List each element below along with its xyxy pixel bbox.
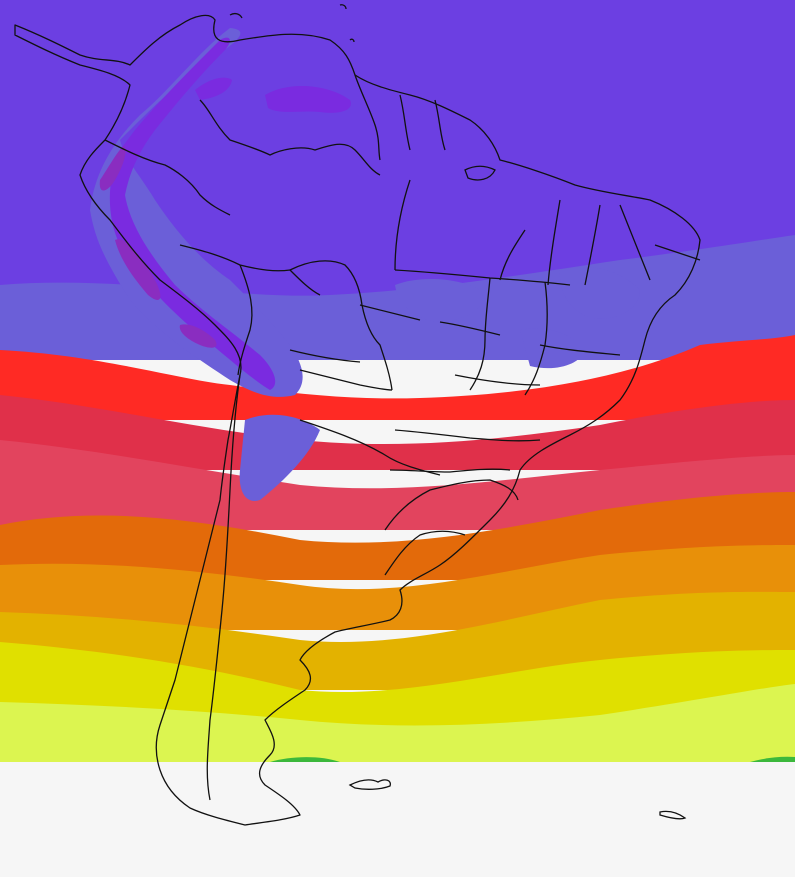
state-line-10 <box>389 468 511 473</box>
caribbean-islands <box>229 4 355 43</box>
band-green-right <box>750 756 795 762</box>
state-line-11 <box>289 349 361 363</box>
marajo-island <box>464 165 496 181</box>
state-line-3 <box>469 277 491 391</box>
plateau-northeast <box>559 266 640 319</box>
highland-band-andes <box>90 28 303 397</box>
border-venezuela-guyana <box>354 74 381 161</box>
state-line-2 <box>394 179 411 271</box>
border-argentina-uruguay-brazil <box>384 479 519 531</box>
state-line-8 <box>454 344 621 386</box>
band-pink <box>0 440 795 530</box>
peak-andes-3 <box>99 146 126 191</box>
no-data-region <box>0 763 795 877</box>
border-chile-argentina <box>206 374 241 801</box>
political-borders <box>14 14 701 826</box>
border-colombia-venezuela <box>199 99 381 176</box>
border-peru-bolivia <box>237 264 253 376</box>
border-colombia-ecuador-peru <box>104 139 231 216</box>
border-paraguay-argentina <box>299 419 441 476</box>
state-line-5 <box>499 199 601 286</box>
lowland-chaco <box>239 414 320 501</box>
south-america-coastline <box>14 14 701 826</box>
band-lime <box>0 684 795 762</box>
border-peru-brazil <box>179 244 321 296</box>
state-line-9 <box>394 429 541 442</box>
peak-andes-2 <box>179 324 217 348</box>
highland-venezuela <box>195 77 232 100</box>
terrain-patches <box>90 28 640 501</box>
band-red <box>0 335 795 420</box>
state-line-7 <box>359 304 501 336</box>
plateau-brazil <box>395 278 483 322</box>
border-uruguay <box>384 530 466 576</box>
highland-andes-purple <box>109 37 276 390</box>
border-guianas <box>399 94 446 151</box>
plateau-east <box>520 328 585 369</box>
peak-andes-1 <box>115 239 161 300</box>
islands <box>229 4 687 820</box>
falkland-islands <box>348 779 391 790</box>
state-line-6 <box>619 204 701 281</box>
state-line-1 <box>394 269 571 286</box>
south-georgia <box>659 810 687 820</box>
highland-guiana <box>265 85 351 113</box>
state-line-4 <box>524 281 548 396</box>
band-green-center <box>270 757 340 762</box>
border-bolivia-paraguay <box>299 369 393 391</box>
band-crimson <box>0 395 795 470</box>
